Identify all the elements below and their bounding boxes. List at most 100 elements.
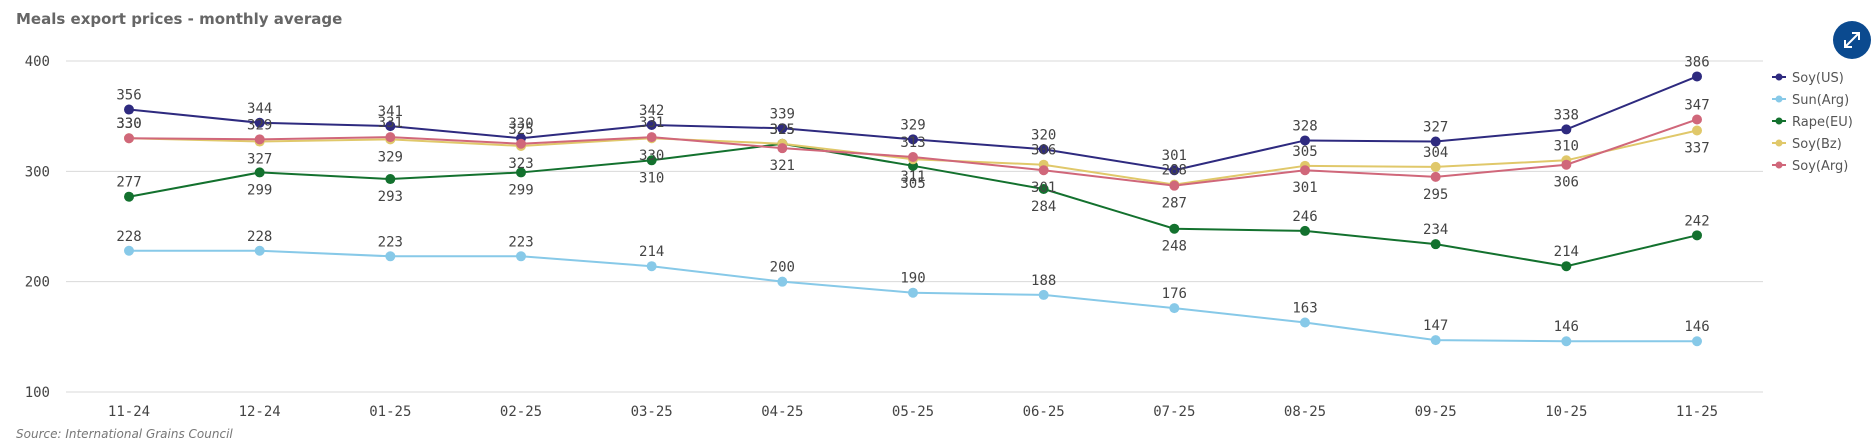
data-label: 325 — [508, 122, 533, 138]
data-point — [1561, 159, 1572, 170]
data-label: 356 — [116, 88, 141, 104]
data-label: 299 — [247, 182, 272, 198]
data-label: 331 — [639, 115, 664, 131]
data-point — [1038, 165, 1049, 176]
data-point — [1692, 114, 1702, 125]
data-label: 338 — [1554, 107, 1579, 123]
data-label: 344 — [247, 101, 272, 117]
data-label: 311 — [900, 169, 925, 185]
data-label: 310 — [639, 170, 664, 186]
source: Source: International Grains Council — [16, 427, 233, 441]
data-point — [1430, 239, 1441, 250]
data-point — [908, 151, 918, 162]
expand-icon[interactable] — [1844, 32, 1860, 48]
data-point — [1038, 144, 1049, 155]
data-point — [1430, 335, 1441, 346]
data-label: 313 — [900, 135, 925, 151]
y-tick-label: 300 — [25, 164, 50, 180]
data-label: 284 — [1031, 199, 1056, 215]
data-label: 342 — [639, 103, 664, 119]
data-label: 214 — [1554, 244, 1579, 260]
data-point — [124, 245, 134, 256]
data-point — [1692, 230, 1702, 241]
data-point — [646, 155, 657, 166]
data-label: 299 — [508, 182, 533, 198]
data-label: 337 — [1684, 141, 1709, 157]
data-point — [1169, 165, 1180, 176]
x-tick-label: 09-25 — [1415, 404, 1457, 420]
data-point — [1169, 223, 1180, 234]
data-label: 228 — [247, 229, 272, 245]
data-point — [1561, 124, 1572, 135]
data-label: 347 — [1684, 97, 1709, 113]
data-point — [1038, 183, 1049, 194]
data-label: 320 — [1031, 127, 1056, 143]
data-point — [385, 251, 396, 262]
data-label: 327 — [1423, 120, 1448, 136]
data-label: 341 — [378, 104, 403, 120]
legend-marker — [1775, 139, 1783, 147]
data-label: 301 — [1292, 180, 1317, 196]
data-point — [908, 287, 918, 298]
expand-button[interactable] — [1833, 21, 1871, 59]
data-label: 305 — [1292, 144, 1317, 160]
data-label: 163 — [1292, 300, 1317, 316]
data-label: 176 — [1162, 286, 1187, 302]
data-point — [908, 134, 918, 145]
data-point — [385, 132, 396, 143]
data-label: 223 — [508, 234, 533, 250]
data-point — [646, 132, 657, 143]
data-point — [1169, 303, 1180, 314]
data-label: 339 — [770, 106, 795, 122]
data-label: 287 — [1162, 196, 1187, 212]
data-label: 214 — [639, 244, 664, 260]
data-point — [1300, 225, 1310, 236]
data-label: 242 — [1684, 213, 1709, 229]
data-point — [254, 167, 265, 178]
data-point — [516, 251, 526, 262]
data-point — [254, 245, 265, 256]
data-point — [1169, 180, 1180, 191]
data-label: 310 — [1554, 138, 1579, 154]
data-label: 223 — [378, 234, 403, 250]
data-point — [254, 134, 265, 145]
data-point — [777, 143, 788, 154]
data-label: 325 — [770, 122, 795, 138]
data-point — [1692, 336, 1702, 347]
legend-label: Sun(Arg) — [1792, 93, 1849, 108]
data-point — [1430, 136, 1441, 147]
data-label: 327 — [247, 152, 272, 168]
legend-label: Soy(US) — [1792, 71, 1844, 86]
data-label: 304 — [1423, 145, 1448, 161]
y-tick-label: 100 — [25, 385, 50, 401]
data-point — [1692, 125, 1702, 136]
data-label: 301 — [1031, 180, 1056, 196]
data-label: 234 — [1423, 222, 1448, 238]
legend-marker — [1775, 73, 1783, 81]
y-tick-label: 200 — [25, 275, 50, 291]
data-point — [1300, 135, 1310, 146]
legend-marker — [1775, 161, 1783, 169]
legend-marker — [1775, 117, 1783, 125]
data-label: 330 — [116, 116, 141, 132]
legend-marker — [1775, 95, 1783, 103]
data-label: 328 — [1292, 118, 1317, 134]
data-point — [254, 117, 265, 128]
legend-label: Rape(EU) — [1792, 115, 1853, 130]
data-label: 321 — [770, 158, 795, 174]
data-label: 295 — [1423, 187, 1448, 203]
data-point — [777, 123, 788, 134]
data-point — [777, 276, 788, 287]
data-point — [1430, 161, 1441, 172]
x-tick-label: 03-25 — [631, 404, 673, 420]
data-point — [1561, 261, 1572, 272]
data-label: 288 — [1162, 163, 1187, 179]
chart-title: Meals export prices - monthly average — [16, 10, 342, 28]
data-label: 305 — [900, 176, 925, 192]
data-point — [516, 138, 526, 149]
data-point — [646, 119, 657, 130]
data-point — [1300, 317, 1310, 328]
x-tick-label: 04-25 — [761, 404, 803, 420]
x-tick-label: 11-24 — [108, 404, 150, 420]
x-tick-label: 06-25 — [1023, 404, 1065, 420]
